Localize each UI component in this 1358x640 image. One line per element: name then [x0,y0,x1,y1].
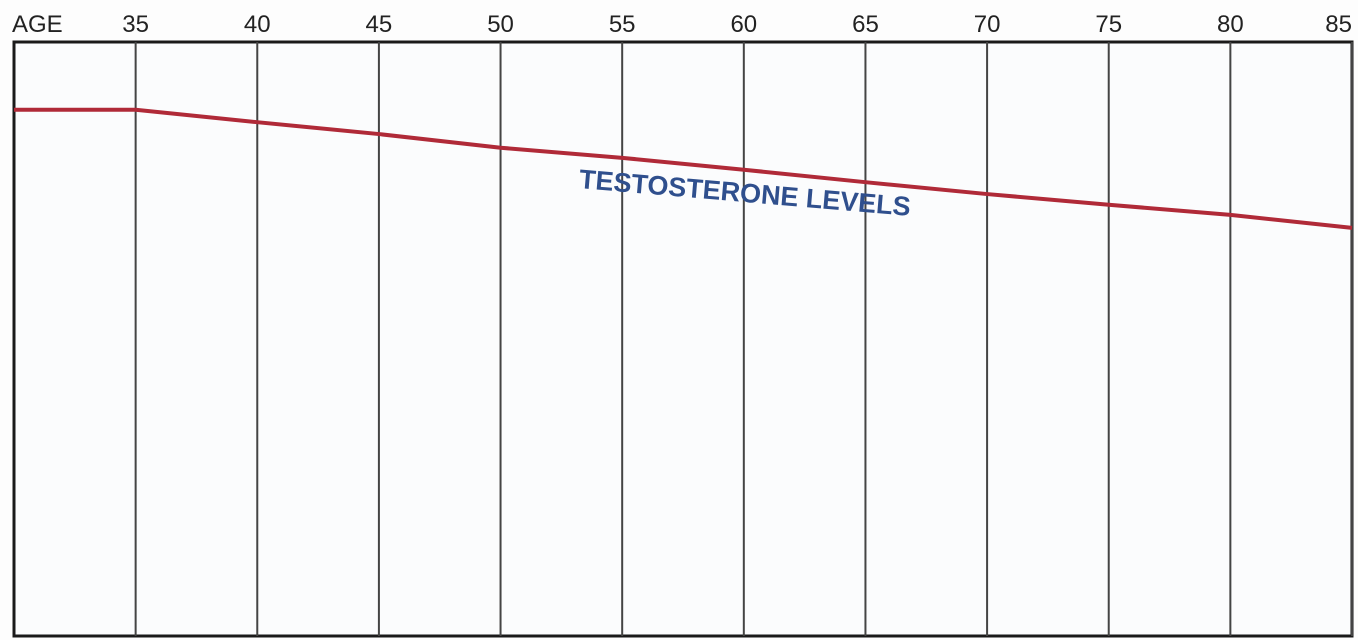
x-tick-label: 40 [244,11,271,38]
x-tick-label: 65 [852,11,879,38]
x-tick-label: 60 [730,11,757,38]
data-line [14,107,1353,230]
x-tick-label: 80 [1217,11,1244,38]
x-axis-label: AGE [12,11,63,38]
x-tick-label: 75 [1095,11,1122,38]
plot-frame [12,40,1354,638]
x-tick-label: 35 [122,11,149,38]
x-tick-label: 55 [609,11,636,38]
x-tick-label: 50 [487,11,514,38]
x-tick-label: 85 [1325,11,1352,38]
x-tick-label: 70 [974,11,1001,38]
x-tick-label: 45 [366,11,393,38]
